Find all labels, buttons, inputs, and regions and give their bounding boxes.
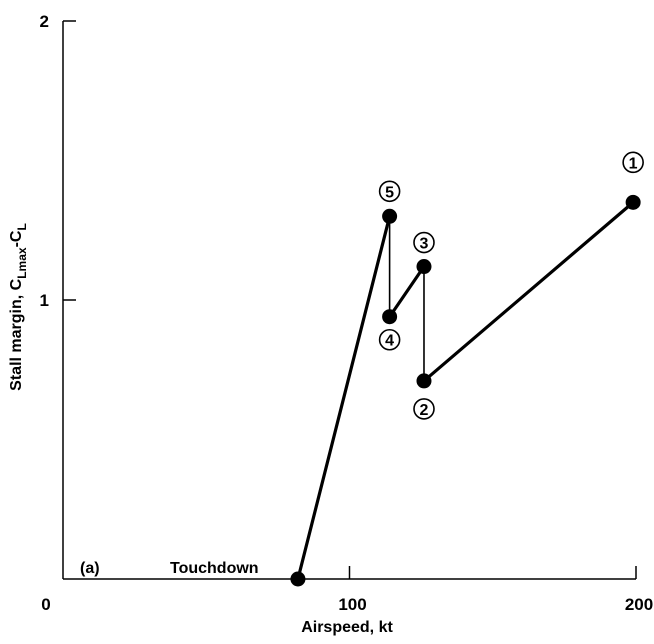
x-axis-title: Airspeed, kt <box>301 619 393 636</box>
x-tick-label: 200 <box>625 595 653 614</box>
panel-label: (a) <box>80 560 100 577</box>
x-tick-label: 0 <box>41 595 50 614</box>
point-label-circle <box>413 231 435 254</box>
point-label: 3 <box>420 236 429 253</box>
point-label-circle <box>413 398 435 420</box>
y-tick-label: 2 <box>40 12 49 31</box>
y-axis-title-sub2: L <box>15 223 29 230</box>
data-point <box>416 259 432 275</box>
touchdown-label: Touchdown <box>170 560 259 577</box>
data-point <box>290 571 306 587</box>
y-axis-title-mid: -C <box>8 230 25 247</box>
ticks: 0 100 200 1 2 <box>40 12 654 614</box>
point-label: 4 <box>385 333 394 350</box>
point-label-circle <box>622 151 644 174</box>
point-label: 1 <box>629 155 638 172</box>
y-axis-title-prefix: Stall margin, C <box>8 278 25 390</box>
data-point <box>625 194 641 210</box>
point-labels: 1 2 3 4 5 <box>378 151 644 420</box>
series-segment <box>296 214 392 581</box>
point-label-circle <box>378 328 401 351</box>
point-label: 2 <box>420 402 429 419</box>
data-point <box>382 208 398 224</box>
series-segment <box>422 200 635 383</box>
point-label-circle <box>378 180 401 203</box>
y-axis-title-sub1: Lmax <box>15 247 29 279</box>
series <box>290 194 641 587</box>
y-axis-title: Stall margin, CLmax-CL <box>8 223 29 391</box>
point-label: 5 <box>385 184 394 201</box>
data-point <box>382 309 398 325</box>
axes <box>62 21 636 580</box>
data-point <box>416 373 432 389</box>
y-tick-label: 1 <box>40 291 49 310</box>
x-tick-label: 100 <box>338 595 366 614</box>
series-segment <box>388 264 426 319</box>
